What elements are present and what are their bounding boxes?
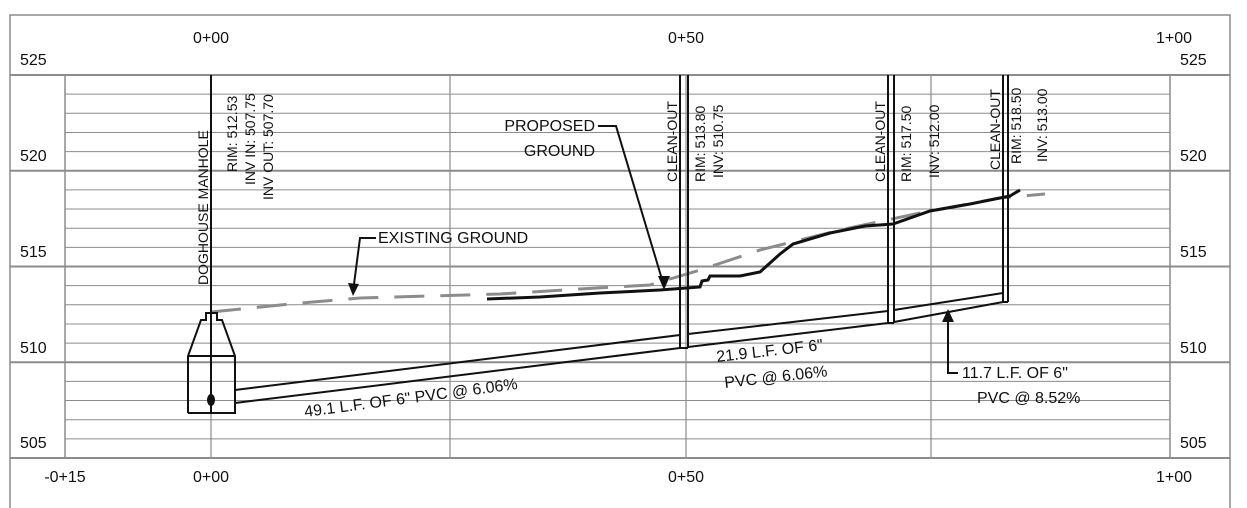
structure-detail: INV: 510.75 <box>710 104 726 178</box>
arrowhead <box>942 309 954 322</box>
elevation-label-right: 505 <box>1180 435 1207 452</box>
elevation-label-left: 525 <box>20 52 47 69</box>
structure-name: CLEAN-OUT <box>664 101 680 182</box>
elevation-label-right: 525 <box>1180 52 1207 69</box>
pipe-label: 49.1 L.F. OF 6" PVC @ 6.06% <box>303 376 518 421</box>
proposed-ground-label: PROPOSED <box>504 118 595 135</box>
elevation-label-right: 520 <box>1180 148 1207 165</box>
pipe-label: PVC @ 6.06% <box>724 363 829 392</box>
structure-name: DOGHOUSE MANHOLE <box>195 130 211 285</box>
top-station-label: 0+00 <box>193 30 229 47</box>
bottom-station-label: 0+00 <box>193 469 229 486</box>
leader-lines <box>352 125 958 374</box>
major-gridlines <box>10 74 1230 459</box>
elevation-label-left: 515 <box>20 244 47 261</box>
elevation-label-right: 510 <box>1180 340 1207 357</box>
arrowhead <box>658 276 670 290</box>
top-station-label: 1+00 <box>1156 30 1192 47</box>
top-station-label: 0+50 <box>668 30 704 47</box>
cleanout-risers <box>679 75 1009 349</box>
proposed-ground-label: GROUND <box>524 143 595 160</box>
structure-detail: INV OUT: 507.70 <box>260 94 276 200</box>
elevation-label-left: 520 <box>20 148 47 165</box>
pipe-label: 11.7 L.F. OF 6" <box>962 365 1068 382</box>
bottom-station-label: 0+50 <box>668 469 704 486</box>
structure-detail: RIM: 517.50 <box>898 106 914 182</box>
proposed-ground-line <box>486 188 1021 301</box>
doghouse-manhole-structure <box>187 75 236 414</box>
elevation-label-left: 505 <box>20 435 47 452</box>
bottom-station-label: -0+15 <box>44 469 85 486</box>
structure-detail: RIM: 518.50 <box>1008 88 1024 164</box>
pipe-label: PVC @ 8.52% <box>977 390 1080 407</box>
bottom-station-label: 1+00 <box>1156 469 1192 486</box>
structure-detail: INV: 513.00 <box>1034 88 1050 162</box>
arrowhead <box>348 283 359 296</box>
structure-detail: INV: 512.00 <box>926 104 942 178</box>
elevation-label-left: 510 <box>20 340 47 357</box>
elevation-label-right: 515 <box>1180 244 1207 261</box>
structure-name: CLEAN-OUT <box>987 89 1003 170</box>
existing-ground-line <box>210 192 1046 314</box>
structure-detail: RIM: 513.80 <box>692 106 708 182</box>
structure-name: CLEAN-OUT <box>872 101 888 182</box>
frame-border <box>9 14 1231 508</box>
structure-detail: INV IN: 507.75 <box>242 93 258 185</box>
structure-detail: RIM: 512.53 <box>224 96 240 172</box>
existing-ground-label: EXISTING GROUND <box>378 230 528 247</box>
